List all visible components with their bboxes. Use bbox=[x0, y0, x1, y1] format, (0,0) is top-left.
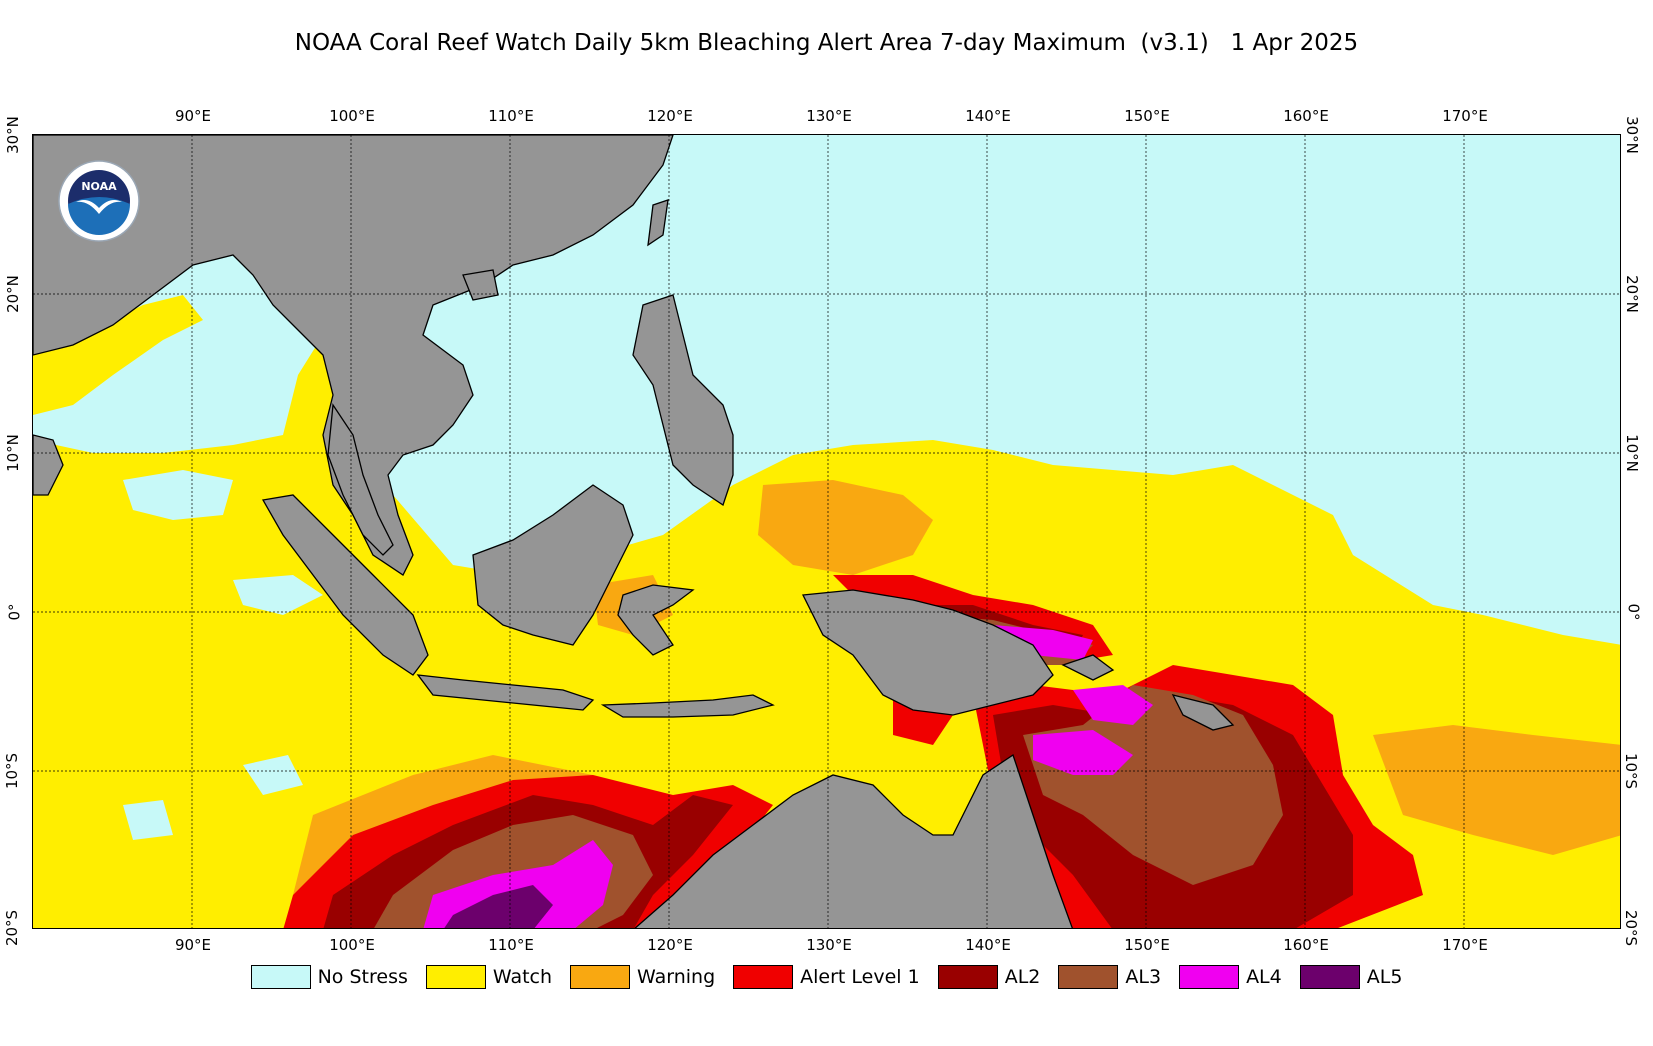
legend-swatch bbox=[570, 965, 631, 989]
lon-label: 120°E bbox=[647, 936, 693, 954]
land-taiwan bbox=[647, 199, 669, 247]
legend-item-al4: AL4 bbox=[1179, 965, 1282, 989]
legend-swatch bbox=[1299, 965, 1360, 989]
land-india-tip bbox=[33, 434, 64, 496]
no-stress-patch bbox=[123, 800, 173, 840]
al4-region bbox=[1073, 685, 1153, 725]
watch-north-patch bbox=[33, 295, 203, 415]
land-australia bbox=[634, 753, 1073, 928]
land-borneo bbox=[472, 484, 634, 646]
legend-swatch bbox=[937, 965, 998, 989]
lon-label: 100°E bbox=[329, 107, 375, 125]
land-sulawesi bbox=[617, 584, 695, 656]
no-stress-patch bbox=[243, 755, 303, 795]
al4-region bbox=[993, 625, 1093, 660]
lat-label: 20°S bbox=[1622, 909, 1641, 947]
legend-item-al5: AL5 bbox=[1299, 965, 1403, 989]
lon-label: 160°E bbox=[1283, 936, 1329, 954]
legend-label: Warning bbox=[637, 966, 716, 988]
lat-label: 30°N bbox=[1622, 116, 1641, 154]
legend-label: Alert Level 1 bbox=[800, 966, 920, 988]
legend-swatch bbox=[425, 965, 486, 989]
lat-label: 10°S bbox=[3, 752, 22, 790]
lon-label: 110°E bbox=[488, 936, 534, 954]
al4-region bbox=[1033, 730, 1133, 775]
land-asia bbox=[33, 135, 674, 576]
map-svg bbox=[33, 135, 1620, 928]
legend-label: AL5 bbox=[1366, 966, 1403, 988]
legend-item-watch: Watch bbox=[425, 965, 553, 989]
logo-text: NOAA bbox=[81, 180, 117, 193]
al4-region bbox=[423, 840, 613, 928]
map-title: NOAA Coral Reef Watch Daily 5km Bleachin… bbox=[294, 30, 1359, 56]
warning-region bbox=[1373, 725, 1620, 855]
lon-label: 90°E bbox=[174, 936, 212, 954]
legend-item-alert-level-1: Alert Level 1 bbox=[733, 965, 920, 989]
lon-label: 170°E bbox=[1442, 107, 1488, 125]
warning-region bbox=[758, 480, 933, 575]
lon-label: 150°E bbox=[1124, 107, 1170, 125]
lon-label: 160°E bbox=[1283, 107, 1329, 125]
land-group bbox=[33, 135, 1235, 928]
legend-item-al2: AL2 bbox=[937, 965, 1041, 989]
legend-label: AL4 bbox=[1246, 966, 1282, 988]
legend-label: AL3 bbox=[1125, 966, 1162, 988]
lat-label: 10°N bbox=[1622, 434, 1641, 472]
lon-label: 120°E bbox=[647, 107, 693, 125]
lon-label: 110°E bbox=[488, 107, 534, 125]
lat-label: 20°S bbox=[3, 909, 22, 947]
map-panel bbox=[32, 134, 1621, 929]
lat-label: 20°N bbox=[1622, 275, 1641, 313]
land-java bbox=[416, 674, 595, 711]
lon-label: 140°E bbox=[965, 107, 1011, 125]
lat-label: 30°N bbox=[3, 116, 22, 154]
noaa-logo: NOAA bbox=[58, 160, 140, 242]
land-lesser-sunda bbox=[600, 694, 775, 718]
lat-label: 20°N bbox=[3, 275, 22, 313]
legend: No Stress Watch Warning Alert Level 1 AL… bbox=[0, 965, 1653, 989]
legend-item-no-stress: No Stress bbox=[250, 965, 408, 989]
lon-label: 140°E bbox=[965, 936, 1011, 954]
legend-item-warning: Warning bbox=[570, 965, 715, 989]
legend-label: AL2 bbox=[1004, 966, 1041, 988]
legend-item-al3: AL3 bbox=[1058, 965, 1161, 989]
land-solomon bbox=[1171, 694, 1235, 731]
lon-label: 150°E bbox=[1124, 936, 1170, 954]
graticule bbox=[33, 135, 1620, 928]
legend-swatch bbox=[1179, 965, 1240, 989]
land-malay-peninsula bbox=[327, 403, 394, 556]
lon-label: 130°E bbox=[806, 107, 852, 125]
legend-label: No Stress bbox=[317, 966, 408, 988]
lat-label: 10°N bbox=[3, 434, 22, 472]
lon-label: 130°E bbox=[806, 936, 852, 954]
al5-region bbox=[444, 885, 553, 928]
lon-label: 170°E bbox=[1442, 936, 1488, 954]
no-stress-patch bbox=[233, 575, 323, 615]
land-new-guinea bbox=[801, 589, 1054, 716]
legend-label: Watch bbox=[492, 966, 553, 988]
lon-label: 90°E bbox=[174, 107, 212, 125]
land-hainan bbox=[462, 269, 499, 301]
lat-label: 10°S bbox=[1622, 752, 1641, 790]
land-new-britain bbox=[1061, 654, 1115, 681]
lat-label: 0° bbox=[1624, 603, 1643, 621]
no-stress-patch bbox=[123, 470, 233, 520]
legend-swatch bbox=[733, 965, 794, 989]
lon-label: 100°E bbox=[329, 936, 375, 954]
legend-swatch bbox=[250, 965, 311, 989]
lat-label: 0° bbox=[5, 603, 24, 621]
legend-swatch bbox=[1058, 965, 1119, 989]
land-philippines bbox=[632, 294, 734, 507]
land-sumatra bbox=[261, 494, 429, 676]
